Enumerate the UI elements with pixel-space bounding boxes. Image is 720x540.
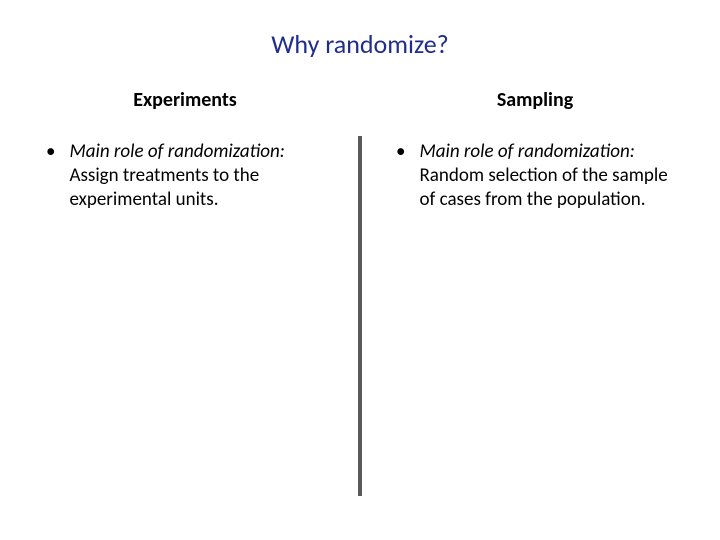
left-bullet-rest: Assign treatments to the experimental un… bbox=[69, 164, 259, 211]
right-bullet-lead: Main role of randomization: bbox=[419, 140, 634, 163]
left-column: Experiments • Main role of randomization… bbox=[10, 88, 360, 508]
right-bullet-rest: Random selection of the sample of cases … bbox=[419, 164, 667, 211]
right-column: Sampling • Main role of randomization: R… bbox=[360, 88, 710, 508]
left-bullet-text: Main role of randomization: Assign treat… bbox=[69, 140, 332, 211]
right-column-heading: Sampling bbox=[388, 88, 682, 112]
page-title: Why randomize? bbox=[10, 28, 710, 60]
left-bullet-item: • Main role of randomization: Assign tre… bbox=[38, 140, 332, 211]
right-bullet-text: Main role of randomization: Random selec… bbox=[419, 140, 682, 211]
left-column-heading: Experiments bbox=[38, 88, 332, 112]
bullet-icon: • bbox=[396, 140, 405, 164]
right-bullet-item: • Main role of randomization: Random sel… bbox=[388, 140, 682, 211]
vertical-divider bbox=[358, 136, 362, 496]
left-bullet-lead: Main role of randomization: bbox=[69, 140, 284, 163]
two-column-layout: Experiments • Main role of randomization… bbox=[10, 88, 710, 508]
bullet-icon: • bbox=[46, 140, 55, 164]
slide: Why randomize? Experiments • Main role o… bbox=[0, 0, 720, 540]
